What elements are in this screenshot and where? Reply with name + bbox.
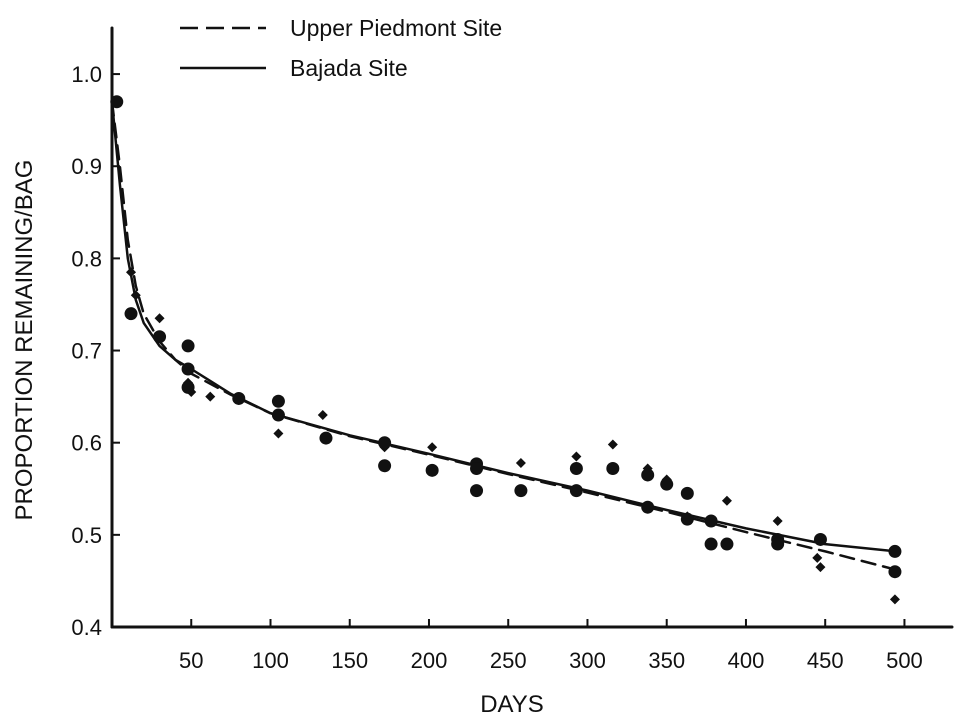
- bajada-point: [125, 307, 138, 320]
- bajada-point: [110, 95, 123, 108]
- bajada-point: [814, 533, 827, 546]
- bajada-point: [641, 468, 654, 481]
- y-tick-label: 0.6: [71, 431, 102, 456]
- upper-piedmont-point: [608, 440, 618, 450]
- x-tick-label: 150: [331, 648, 368, 673]
- upper-piedmont-point: [571, 452, 581, 462]
- series-points: [110, 95, 901, 604]
- bajada-point: [378, 459, 391, 472]
- series-line-bajada: [112, 102, 897, 552]
- y-tick-label: 0.4: [71, 615, 102, 640]
- bajada-point: [319, 432, 332, 445]
- x-tick-label: 350: [648, 648, 685, 673]
- x-tick-label: 100: [252, 648, 289, 673]
- upper-piedmont-point: [273, 428, 283, 438]
- x-tick-label: 500: [886, 648, 923, 673]
- bajada-point: [681, 487, 694, 500]
- bajada-point: [153, 330, 166, 343]
- bajada-point: [378, 436, 391, 449]
- upper-piedmont-point: [318, 410, 328, 420]
- bajada-point: [771, 538, 784, 551]
- bajada-point: [641, 501, 654, 514]
- x-axis-title: DAYS: [480, 691, 544, 718]
- upper-piedmont-point: [890, 594, 900, 604]
- bajada-point: [182, 362, 195, 375]
- bajada-point: [470, 484, 483, 497]
- bajada-point: [606, 462, 619, 475]
- y-tick-label: 0.8: [71, 246, 102, 271]
- legend: Upper Piedmont Site Bajada Site: [180, 15, 502, 81]
- upper-piedmont-point: [773, 516, 783, 526]
- bajada-point: [720, 538, 733, 551]
- bajada-point: [426, 464, 439, 477]
- upper-piedmont-point: [205, 392, 215, 402]
- bajada-point: [660, 478, 673, 491]
- x-tick-label: 400: [728, 648, 765, 673]
- bajada-point: [272, 395, 285, 408]
- bajada-point: [232, 392, 245, 405]
- y-tick-label: 0.5: [71, 523, 102, 548]
- bajada-point: [705, 538, 718, 551]
- series-line-upper-piedmont: [112, 102, 897, 570]
- legend-label-bajada: Bajada Site: [290, 55, 408, 81]
- upper-piedmont-point: [815, 562, 825, 572]
- x-tick-label: 50: [179, 648, 203, 673]
- bajada-point: [272, 409, 285, 422]
- x-tick-label: 450: [807, 648, 844, 673]
- upper-piedmont-point: [427, 442, 437, 452]
- y-tick-label: 1.0: [71, 62, 102, 87]
- y-tick-label: 0.9: [71, 154, 102, 179]
- bajada-point: [570, 462, 583, 475]
- y-tick-label: 0.7: [71, 339, 102, 364]
- bajada-point: [681, 513, 694, 526]
- x-tick-label: 300: [569, 648, 606, 673]
- upper-piedmont-point: [516, 458, 526, 468]
- x-tick-label: 200: [411, 648, 448, 673]
- bajada-point: [514, 484, 527, 497]
- legend-label-upper-piedmont: Upper Piedmont Site: [290, 15, 502, 41]
- bajada-point: [470, 462, 483, 475]
- upper-piedmont-point: [812, 553, 822, 563]
- upper-piedmont-point: [155, 313, 165, 323]
- x-tick-label: 250: [490, 648, 527, 673]
- series-curves: [112, 102, 897, 570]
- bajada-point: [570, 484, 583, 497]
- bajada-point: [705, 515, 718, 528]
- bajada-point: [182, 339, 195, 352]
- upper-piedmont-point: [722, 496, 732, 506]
- bajada-point: [182, 381, 195, 394]
- y-axis-title: PROPORTION REMAINING/BAG: [11, 160, 38, 521]
- bajada-point: [888, 545, 901, 558]
- bajada-point: [888, 565, 901, 578]
